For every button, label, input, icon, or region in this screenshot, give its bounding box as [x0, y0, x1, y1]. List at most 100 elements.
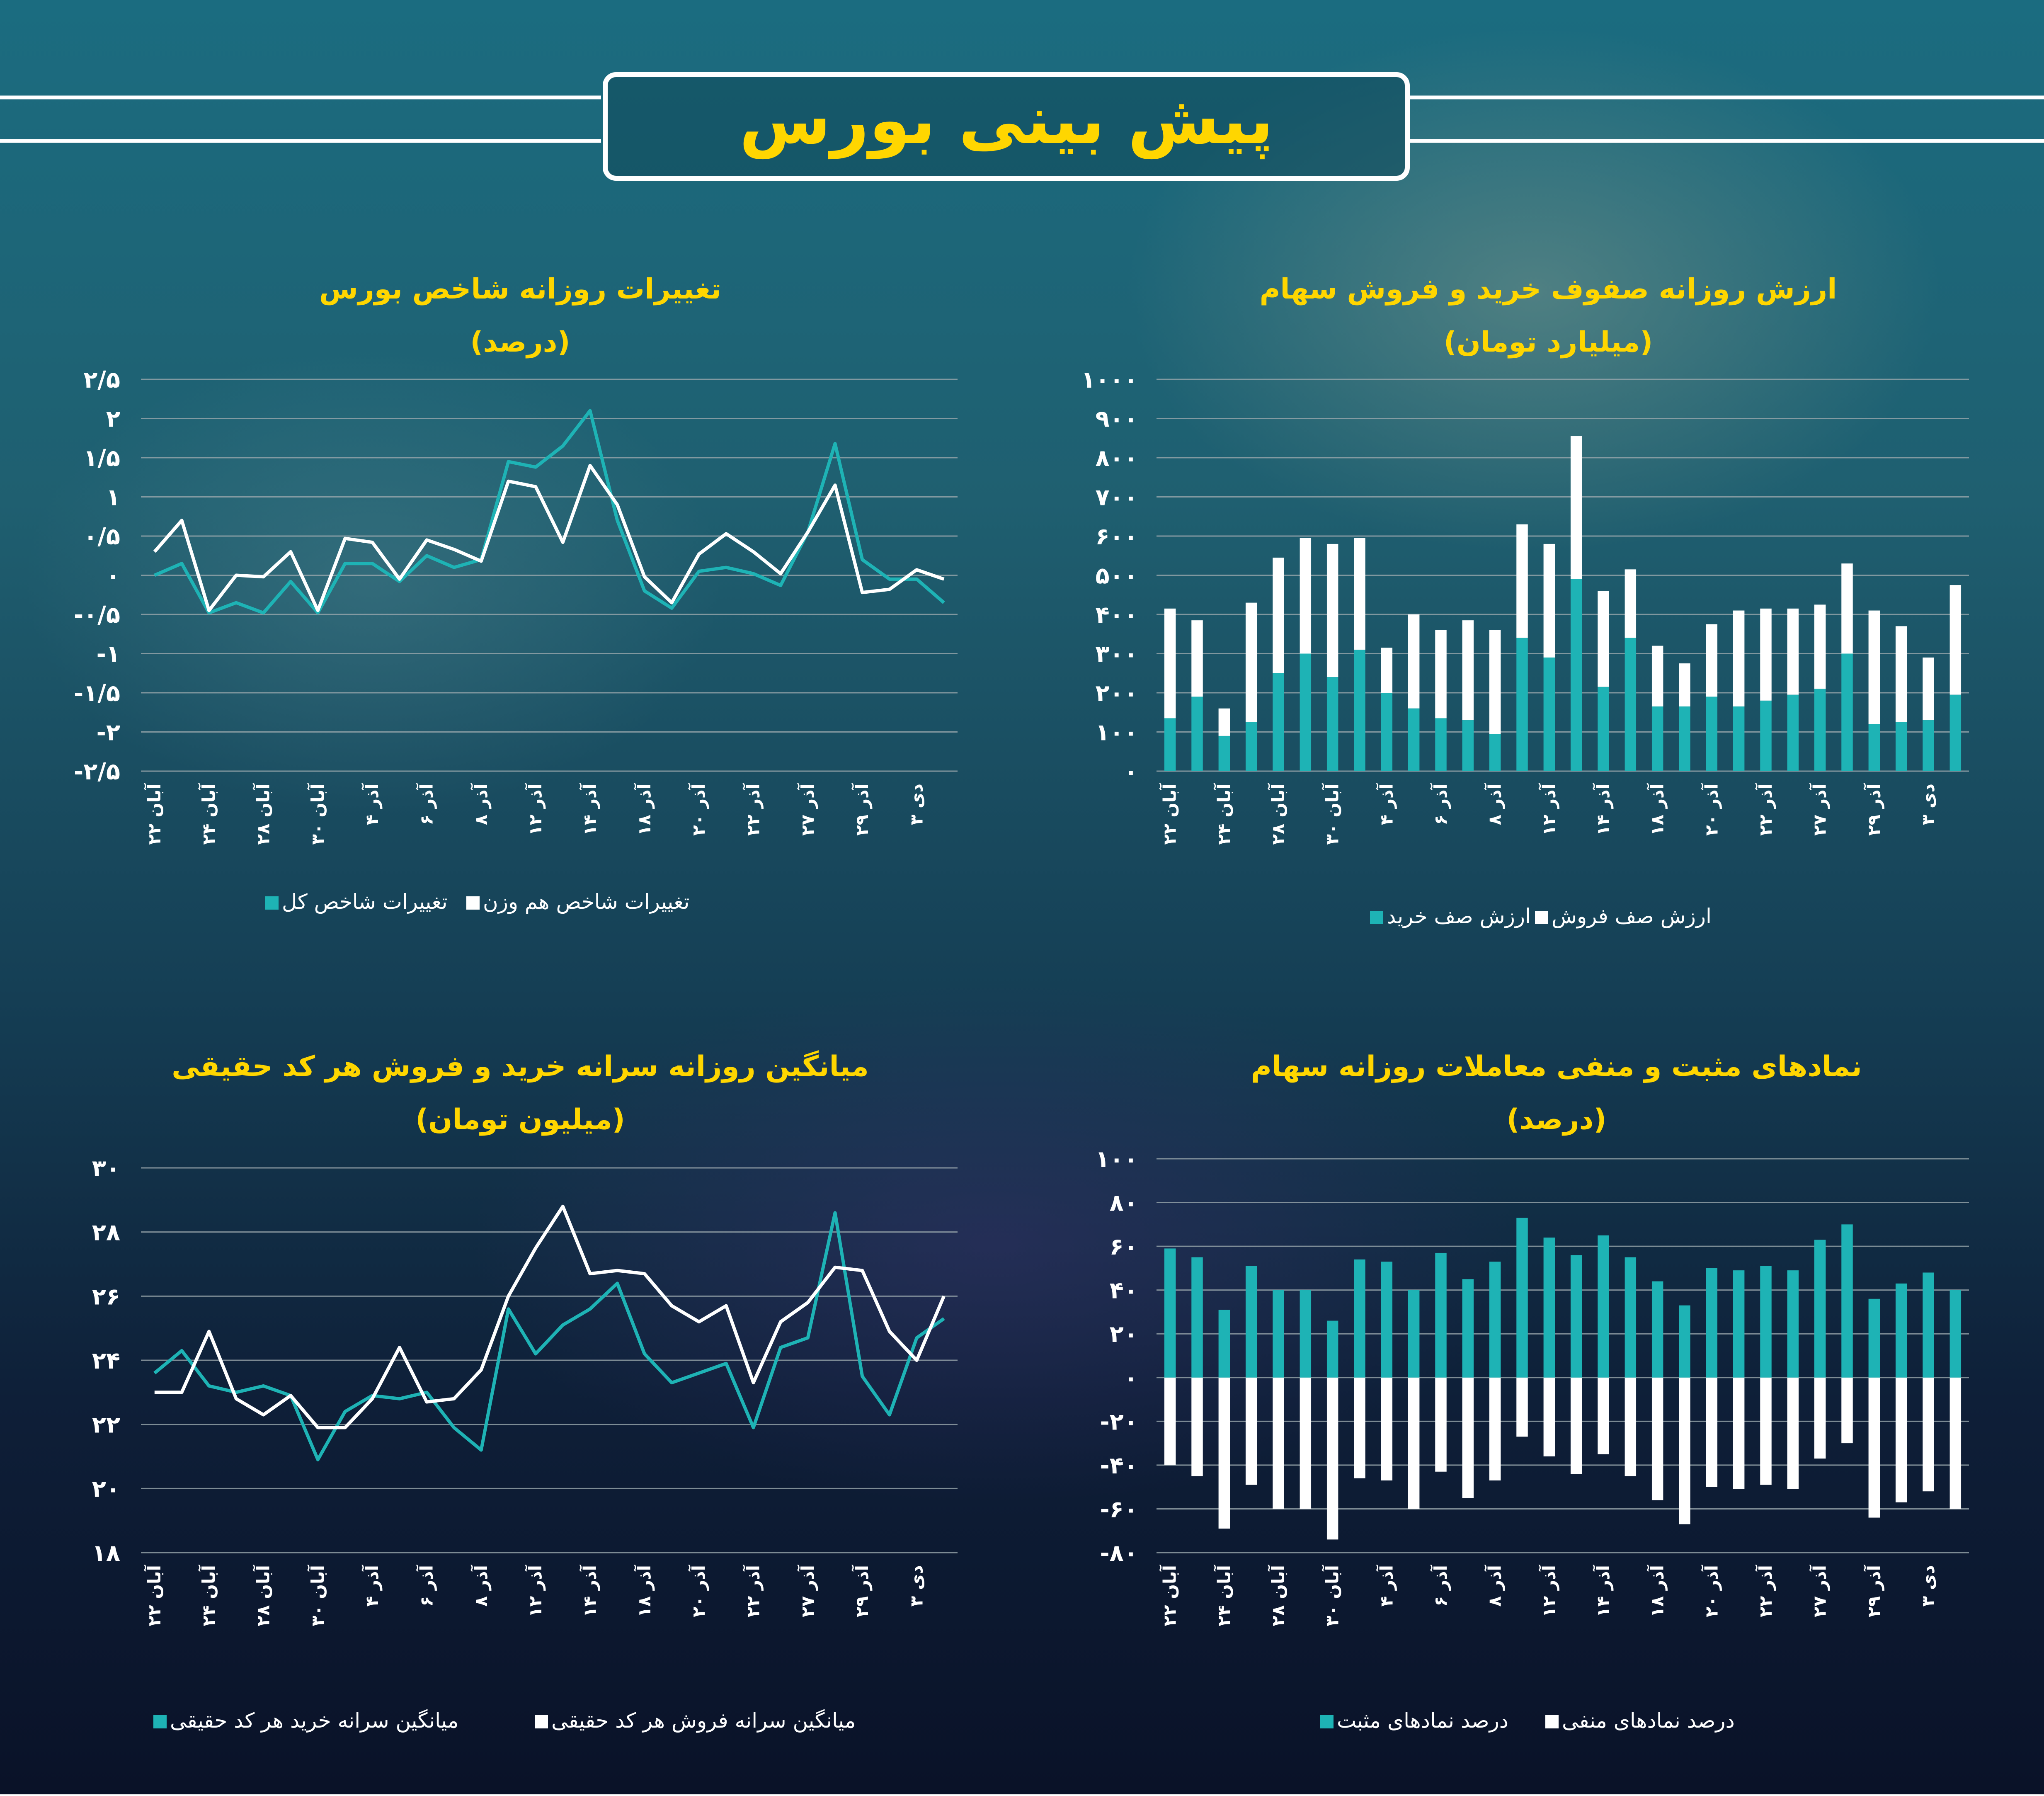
- queues-y-tick-label: ۱۰۰۰: [1081, 366, 1138, 393]
- pos_neg-bar-negative: [1625, 1377, 1637, 1476]
- index-x-tick-label: ۲۴ آبان: [198, 783, 219, 845]
- queues-bar-sell: [1326, 544, 1338, 677]
- per_capita-x-tick-label: ۱۴ آذر: [579, 1564, 600, 1617]
- pos_neg-bar-positive: [1706, 1268, 1718, 1378]
- pos_neg-bar-positive: [1787, 1270, 1799, 1378]
- queues-bar-buy: [1408, 708, 1420, 771]
- per_capita-legend-swatch: [153, 1715, 167, 1728]
- queues-bar-sell: [1679, 663, 1690, 707]
- chart-per-capita: میانگین روزانه سرانه خرید و فروش هر کد ح…: [92, 1050, 958, 1733]
- per_capita-x-tick-label: ۲۷ آذر: [797, 1564, 818, 1617]
- pos_neg-bar-positive: [1218, 1310, 1230, 1378]
- queues-bar-sell: [1760, 608, 1772, 701]
- queues-y-tick-label: ۸۰۰: [1095, 445, 1138, 472]
- pos_neg-bar-negative: [1787, 1377, 1799, 1489]
- queues-bar-buy: [1300, 653, 1312, 771]
- queues-bar-sell: [1191, 620, 1203, 697]
- queues-bar-sell: [1733, 610, 1745, 707]
- index-x-tick-label: ۳۰ آبان: [307, 783, 328, 845]
- per_capita-legend-label: میانگین سرانه فروش هر کد حقیقی: [551, 1709, 856, 1733]
- pos_neg-bar-negative: [1354, 1377, 1365, 1478]
- chart-queue-value: ارزش روزانه صفوف خرید و فروش سهام (میلیار…: [1081, 273, 1969, 929]
- pos_neg-subtitle: (درصد): [1506, 1103, 1606, 1136]
- pos_neg-x-tick-label: ۲۹ آذر: [1863, 1564, 1884, 1617]
- pos_neg-x-tick-label: ۲۲ آذر: [1755, 1564, 1776, 1617]
- per_capita-x-tick-label: ۲۸ آبان: [253, 1564, 274, 1626]
- queues-bar-sell: [1570, 436, 1582, 579]
- index-line-white: [153, 464, 945, 612]
- queues-bar-sell: [1868, 610, 1880, 724]
- queues-bar-sell: [1435, 630, 1447, 718]
- pos_neg-x-tick-label: ۲۲ آبان: [1159, 1564, 1180, 1626]
- queues-x-tick-label: ۲۲ آذر: [1755, 783, 1776, 836]
- pos_neg-bar-positive: [1273, 1290, 1284, 1378]
- per_capita-y-tick-label: ۲۰: [92, 1476, 120, 1502]
- queues-bar-buy: [1733, 706, 1745, 771]
- pos_neg-bar-positive: [1435, 1252, 1447, 1378]
- queues-bar-sell: [1841, 563, 1853, 654]
- per_capita-x-tick-label: ۲۲ آذر: [743, 1564, 764, 1617]
- per_capita-title: میانگین روزانه سرانه خرید و فروش هر کد ح…: [172, 1050, 869, 1083]
- queues-x-tick-label: ۳ دی: [1918, 784, 1938, 825]
- queues-bar-sell: [1354, 538, 1365, 650]
- index-y-tick-label: ۲: [106, 406, 120, 433]
- pos_neg-bar-positive: [1191, 1257, 1203, 1378]
- per_capita-x-tick-label: ۲۲ آبان: [144, 1564, 165, 1626]
- queues-bar-buy: [1273, 673, 1284, 771]
- queues-y-tick-label: ۷۰۰: [1095, 484, 1138, 511]
- pos_neg-x-tick-label: ۳ دی: [1918, 1565, 1938, 1607]
- pos_neg-y-tick-label: -۶۰: [1100, 1496, 1138, 1523]
- queues-bar-buy: [1598, 687, 1609, 771]
- chart-positive-negative: نمادهای مثبت و منفی معاملات روزانه سهام (…: [1095, 1050, 1969, 1733]
- pos_neg-bar-negative: [1408, 1377, 1420, 1509]
- index-x-tick-label: ۳ دی: [907, 784, 927, 825]
- pos_neg-legend-label: درصد نمادهای مثبت: [1337, 1709, 1508, 1733]
- pos_neg-bar-negative: [1245, 1377, 1257, 1485]
- queues-x-tick-label: ۲۹ آذر: [1863, 783, 1884, 836]
- index-line-teal: [154, 409, 945, 615]
- per_capita-x-tick-label: ۱۲ آذر: [525, 1564, 546, 1617]
- per_capita-y-tick-label: ۳۰: [92, 1155, 120, 1182]
- pos_neg-bar-positive: [1381, 1262, 1393, 1378]
- pos_neg-bar-positive: [1733, 1270, 1745, 1378]
- pos_neg-bar-negative: [1868, 1377, 1880, 1518]
- index-x-tick-label: ۱۴ آذر: [579, 783, 600, 836]
- queues-bar-sell: [1245, 602, 1257, 722]
- queues-bar-sell: [1543, 544, 1555, 658]
- pos_neg-bar-positive: [1354, 1259, 1365, 1378]
- queues-subtitle: (میلیارد تومان): [1444, 326, 1653, 359]
- pos_neg-bar-positive: [1245, 1266, 1257, 1378]
- pos_neg-bar-positive: [1164, 1248, 1176, 1378]
- pos_neg-legend-swatch: [1545, 1715, 1559, 1728]
- queues-legend-label: ارزش صف فروش: [1552, 904, 1712, 929]
- header-lines: [0, 95, 2044, 143]
- pos_neg-y-tick-label: ۴۰: [1110, 1277, 1138, 1304]
- queues-y-tick-label: ۴۰۰: [1095, 602, 1138, 629]
- pos_neg-bar-positive: [1625, 1257, 1637, 1378]
- queues-x-tick-label: ۴ آذر: [1376, 783, 1397, 825]
- index-x-tick-label: ۸ آذر: [470, 783, 491, 825]
- queues-bar-sell: [1895, 626, 1907, 722]
- queues-bar-buy: [1787, 694, 1799, 771]
- index-y-tick-label: ۱: [106, 484, 120, 511]
- queues-bar-sell: [1598, 591, 1609, 687]
- pos_neg-bar-positive: [1326, 1320, 1338, 1378]
- queues-bar-buy: [1435, 718, 1447, 771]
- queues-legend-swatch: [1535, 911, 1548, 924]
- per_capita-x-tick-label: ۸ آذر: [470, 1564, 491, 1607]
- pos_neg-y-tick-label: -۴۰: [1100, 1452, 1138, 1479]
- pos_neg-bar-negative: [1300, 1377, 1312, 1509]
- queues-bar-buy: [1462, 720, 1474, 771]
- queues-bar-sell: [1300, 538, 1312, 654]
- queues-bar-buy: [1868, 724, 1880, 771]
- index-x-tick-label: ۱۲ آذر: [525, 783, 546, 836]
- pos_neg-x-tick-label: ۴ آذر: [1376, 1564, 1397, 1607]
- queues-y-tick-label: ۰: [1124, 758, 1138, 785]
- index-y-tick-label: ۲/۵: [83, 366, 120, 393]
- index-x-tick-label: ۶ آذر: [416, 783, 437, 825]
- queues-x-tick-label: ۲۷ آذر: [1809, 783, 1830, 836]
- pos_neg-x-tick-label: ۲۷ آذر: [1809, 1564, 1830, 1617]
- queues-bar-buy: [1164, 718, 1176, 771]
- per_capita-line-white: [154, 1204, 946, 1430]
- queues-bar-buy: [1218, 735, 1230, 771]
